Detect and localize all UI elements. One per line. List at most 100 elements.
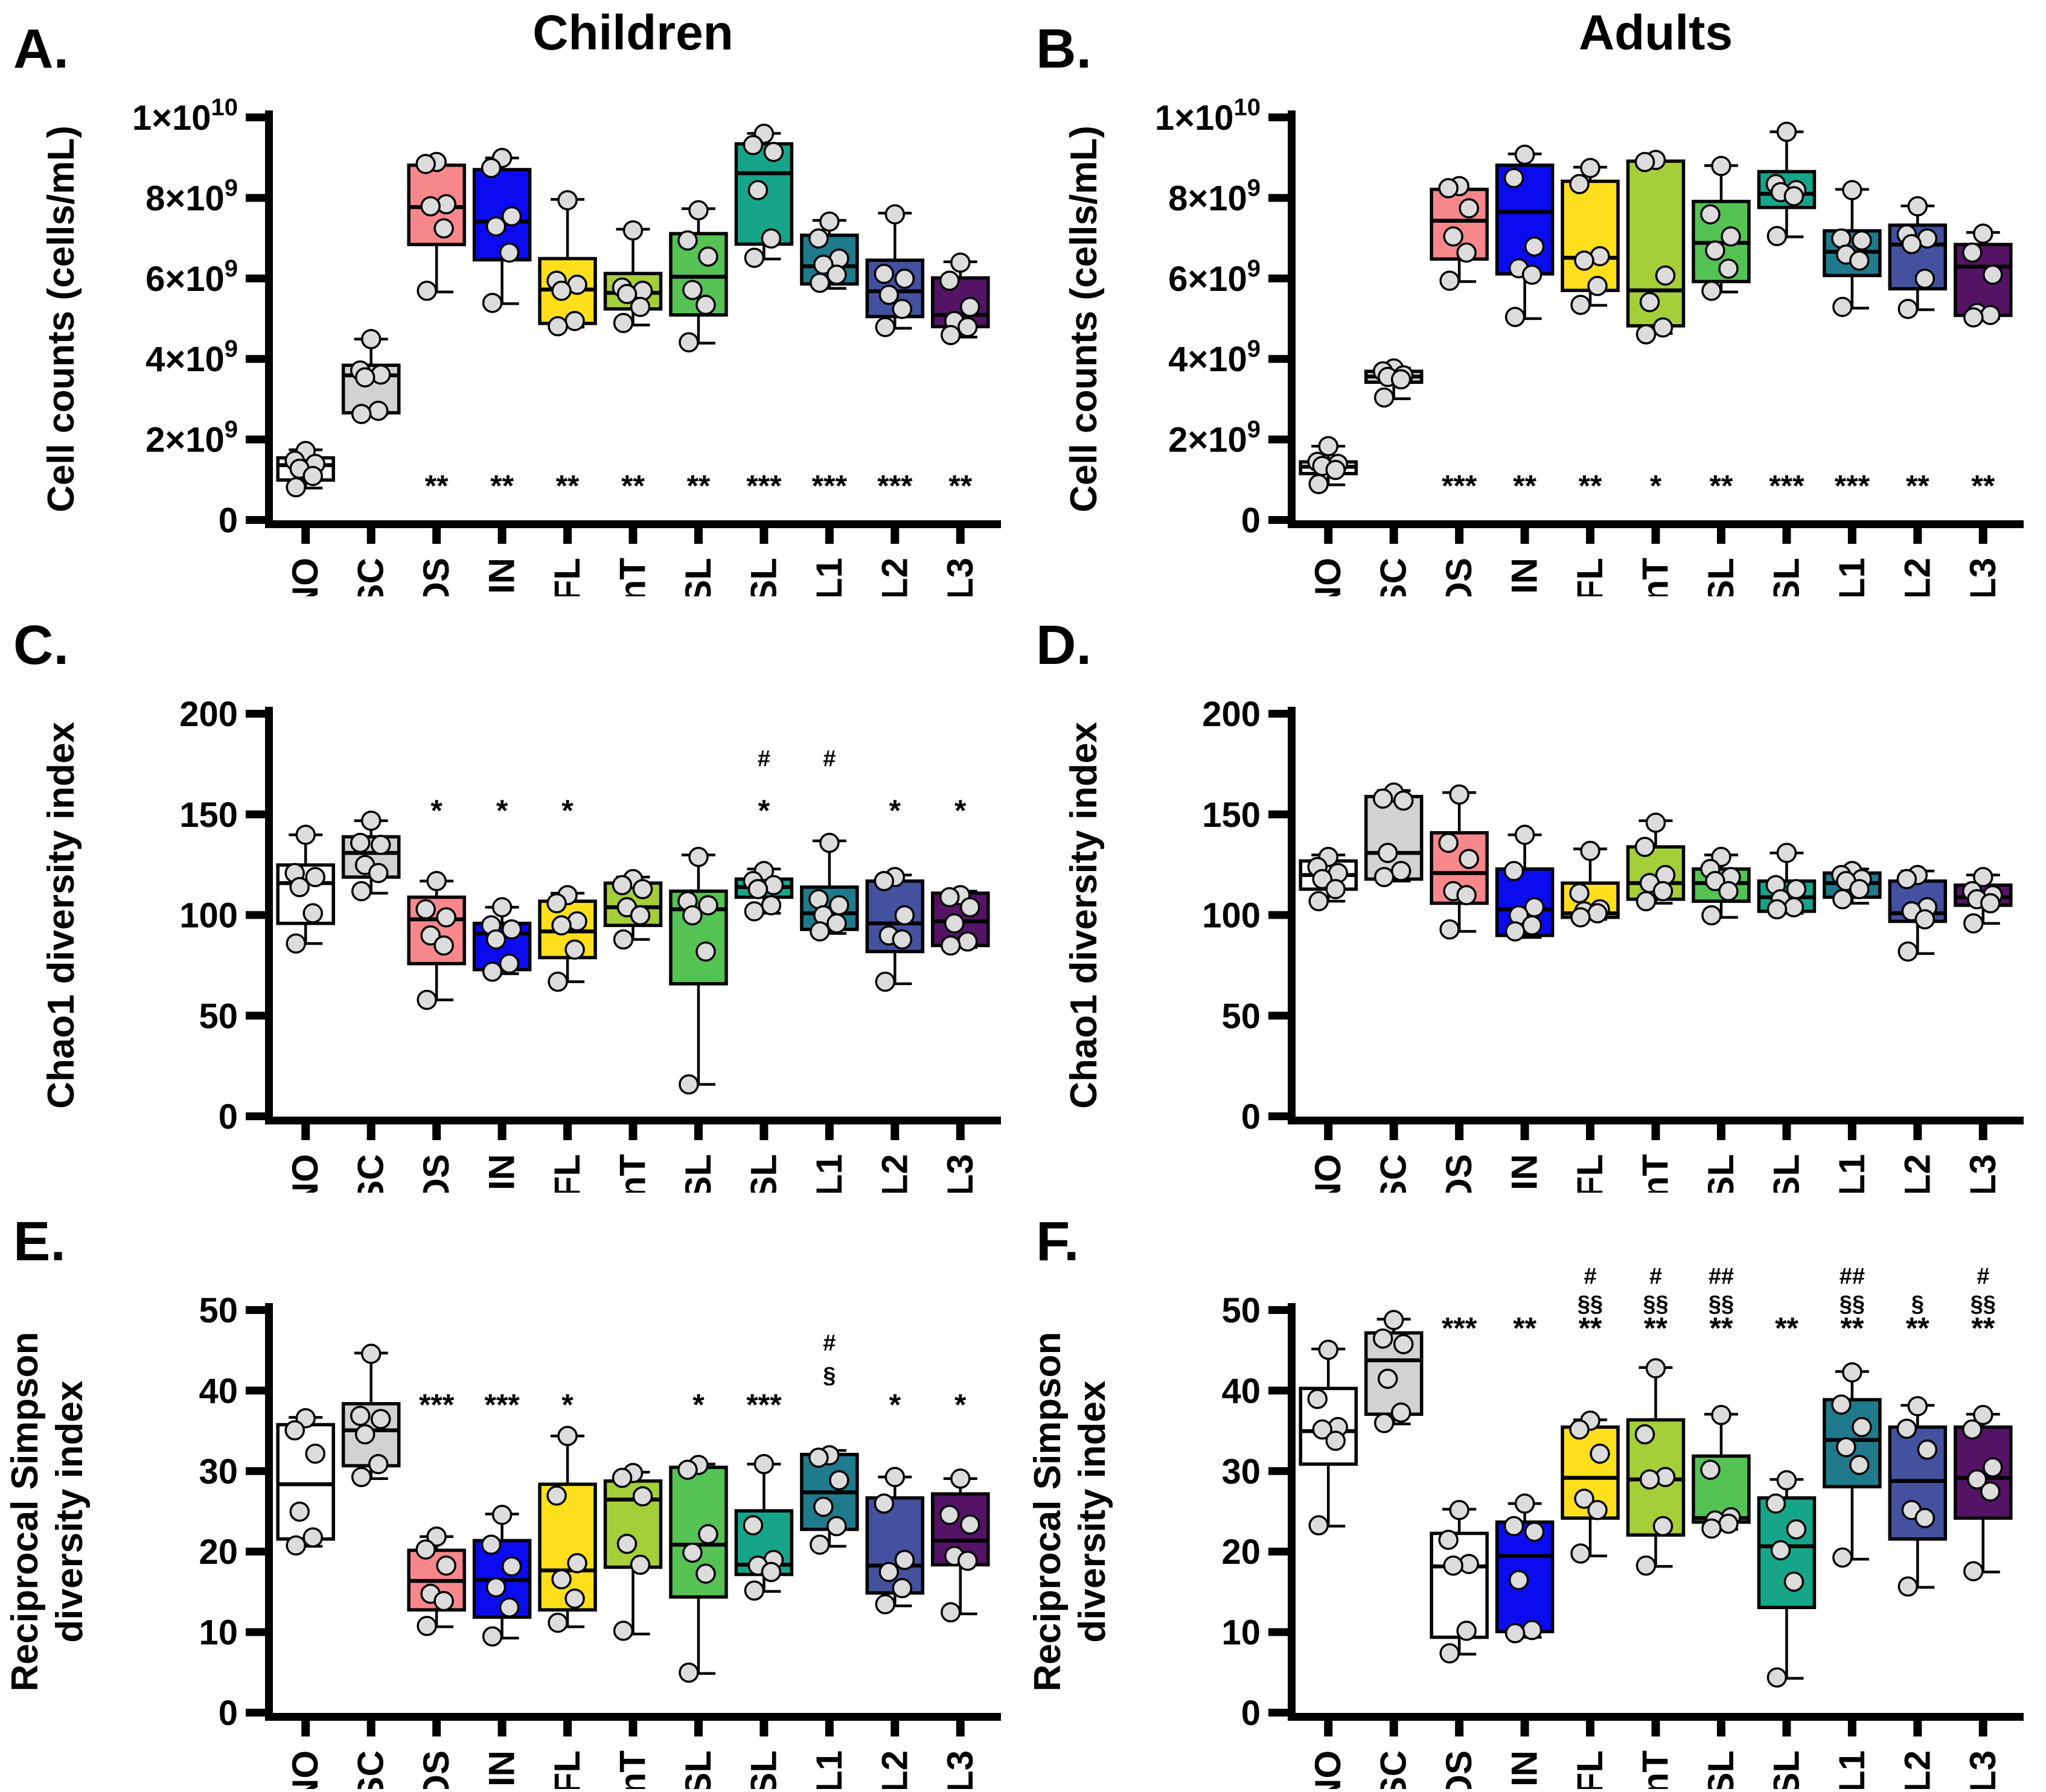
data-point-dot <box>1701 1518 1722 1539</box>
y-tick <box>246 1012 265 1020</box>
y-tick-label: 0 <box>219 1097 238 1137</box>
data-point-dot <box>499 1597 520 1618</box>
data-point-dot <box>808 1447 829 1468</box>
x-tick <box>694 1721 703 1736</box>
data-point-dot <box>1983 1457 2003 1478</box>
boxplot-IN: * <box>472 794 532 982</box>
x-tick <box>366 528 376 544</box>
y-tick-text: 1×10 <box>132 98 211 138</box>
data-point-dot <box>957 1551 978 1571</box>
data-point-dot <box>613 1621 634 1641</box>
data-point-dot <box>941 935 961 956</box>
y-tick-label: 200 <box>179 695 238 734</box>
box <box>1561 179 1620 292</box>
significance-marker: * <box>1650 469 1662 503</box>
x-tick <box>1520 1721 1529 1736</box>
x-category-label: INO <box>285 558 325 596</box>
data-point-dot <box>874 1493 895 1514</box>
data-point-dot <box>744 1580 765 1601</box>
x-category-label: NSC <box>351 1750 391 1789</box>
data-point-dot <box>1776 843 1797 863</box>
x-category-label: IN <box>1504 558 1545 594</box>
x-tick <box>1389 1124 1398 1140</box>
boxplot-6'SL: *** <box>1757 121 1817 503</box>
data-point-dot <box>1718 258 1739 279</box>
data-point-dot <box>1569 1419 1590 1440</box>
significance-marker: ** <box>948 469 972 503</box>
y-tick-label: 30 <box>199 1452 238 1491</box>
y-tick-label: 0 <box>219 1694 238 1733</box>
data-point-dot <box>1849 250 1870 271</box>
x-category-label: INO <box>1308 1750 1348 1789</box>
data-point-dot <box>884 1467 906 1487</box>
y-tick-label: 100 <box>1202 896 1261 936</box>
data-point-dot <box>564 311 585 331</box>
data-point-dot <box>874 871 895 891</box>
boxplot-NSC <box>1364 1310 1424 1433</box>
y-tick <box>246 1628 265 1636</box>
x-tick <box>1847 1124 1856 1140</box>
boxplot-FOS: * <box>407 794 466 1010</box>
y-tick-text: 10 <box>1221 1613 1261 1653</box>
boxplot-FOS: *** <box>1430 176 1489 503</box>
panel-title: Adults <box>1579 5 1733 60</box>
x-tick <box>432 1721 441 1736</box>
data-point-dot <box>1439 270 1460 291</box>
y-tick-text: 20 <box>199 1532 238 1572</box>
data-point-dot <box>957 317 978 337</box>
significance-marker: ## <box>1709 1264 1734 1289</box>
data-point-dot <box>436 907 456 928</box>
data-point-dot <box>1963 307 1984 328</box>
y-tick-text: 50 <box>199 996 238 1036</box>
data-point-dot <box>894 1549 915 1570</box>
panel-letter: E. <box>13 1211 66 1272</box>
significance-marker: ** <box>686 469 710 503</box>
data-point-dot <box>1852 230 1872 251</box>
boxplot-IN: ** <box>1495 144 1555 503</box>
x-tick <box>1389 1721 1398 1736</box>
x-category-label: 6'SL <box>1766 558 1806 596</box>
data-point-dot <box>482 293 503 313</box>
data-point-dot <box>939 887 960 908</box>
data-point-dot <box>894 905 915 926</box>
data-point-dot <box>878 284 900 305</box>
x-category-label: BL2 <box>1897 1154 1937 1193</box>
data-point-dot <box>1393 1334 1414 1354</box>
data-point-dot <box>286 933 306 954</box>
panel-letter: D. <box>1036 614 1092 676</box>
boxplot-BL3: * <box>931 1388 990 1622</box>
significance-marker: * <box>496 794 508 827</box>
x-tick <box>628 528 638 544</box>
significance-marker: ** <box>1513 469 1536 503</box>
data-point-dot <box>433 218 454 239</box>
data-point-dot <box>677 230 698 251</box>
x-tick <box>1913 528 1922 544</box>
x-tick <box>301 1124 310 1140</box>
y-tick-label: 0 <box>1241 1097 1261 1137</box>
data-point-dot <box>1372 788 1393 809</box>
data-point-dot <box>1836 1437 1856 1458</box>
data-point-dot <box>1438 1529 1459 1550</box>
y-tick <box>1268 1306 1288 1314</box>
boxplot-BL1: # <box>800 747 859 942</box>
y-tick-text: 4×10 <box>145 340 225 379</box>
y-tick-text: 0 <box>1241 501 1261 540</box>
data-point-dot <box>1897 299 1919 319</box>
data-point-dot <box>436 1555 456 1576</box>
panel-title: Children <box>532 5 734 60</box>
y-tick <box>246 911 265 919</box>
data-point-dot <box>491 1505 513 1525</box>
boxplot-LNnT <box>1626 812 1686 911</box>
y-tick-exponent: 10 <box>1234 94 1261 121</box>
data-point-dot <box>1570 1543 1591 1564</box>
x-category-label: BL3 <box>1963 1750 2003 1789</box>
boxplot-FOS: *** <box>1430 1312 1489 1664</box>
x-category-label: 3'SL <box>678 558 718 596</box>
data-point-dot <box>1524 236 1545 257</box>
significance-marker: *** <box>1442 469 1477 503</box>
x-category-label: IN <box>482 1750 522 1787</box>
boxplot-2'FL: ** <box>538 190 597 503</box>
data-point-dot <box>1570 907 1591 928</box>
significance-marker: # <box>1649 1264 1662 1289</box>
x-tick <box>1716 1124 1725 1140</box>
